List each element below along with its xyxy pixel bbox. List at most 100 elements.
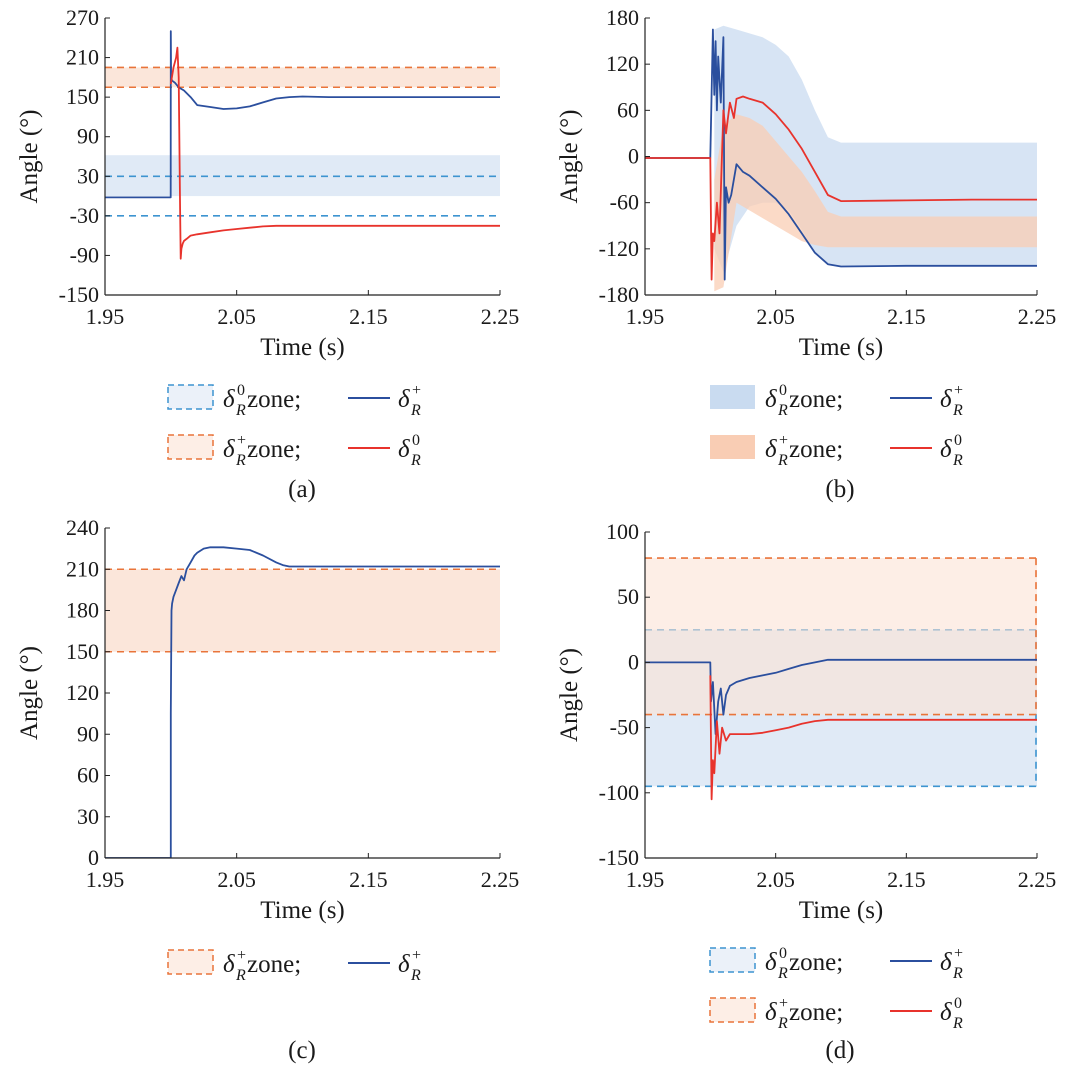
y-tick-label: 60 bbox=[617, 97, 639, 122]
legend-line-sub: R bbox=[952, 452, 963, 469]
x-tick-label: 1.95 bbox=[626, 867, 665, 892]
plot-area bbox=[645, 557, 1037, 801]
series-delta-rplus-line bbox=[105, 546, 500, 858]
y-tick-label: -90 bbox=[70, 242, 99, 267]
chart-panel-1: -150 -90 -30 30 90 150 210 270 1.95 2.05 2.15 2.25 T… bbox=[16, 5, 519, 503]
legend-zone-sub: R bbox=[777, 452, 788, 469]
legend-zone-text: zone; bbox=[247, 436, 301, 463]
x-tick-label: 2.15 bbox=[887, 304, 926, 329]
legend-zone-swatch bbox=[167, 384, 214, 410]
legend: δ 0R zone; δ +Rδ +R zone; δ 0R bbox=[710, 382, 963, 469]
x-tick-label: 1.95 bbox=[86, 867, 125, 892]
legend-zone-symbol: δ bbox=[223, 386, 235, 413]
legend-zone-symbol: δ bbox=[765, 999, 777, 1026]
plot-area bbox=[645, 25, 1037, 292]
legend-zone-sup: + bbox=[779, 995, 788, 1012]
x-axis-label: Time (s) bbox=[799, 897, 884, 924]
legend-zone-sup: 0 bbox=[779, 945, 787, 962]
legend-zone-sub: R bbox=[777, 402, 788, 419]
y-axis-label: Angle (°) bbox=[556, 648, 583, 742]
x-axis-label: Time (s) bbox=[260, 897, 345, 924]
legend-line-symbol: δ bbox=[940, 386, 952, 413]
legend-zone-symbol: δ bbox=[765, 949, 777, 976]
y-tick-label: 30 bbox=[77, 163, 99, 188]
legend-zone-sub: R bbox=[235, 967, 246, 984]
x-tick-label: 2.25 bbox=[1018, 304, 1057, 329]
legend-line-sub: R bbox=[952, 1015, 963, 1032]
zone-delta-rplus-fill bbox=[105, 569, 500, 652]
legend: δ 0R zone; δ +Rδ +R zone; δ 0R bbox=[167, 382, 421, 469]
y-tick-label: 150 bbox=[66, 639, 99, 664]
legend-zone-text: zone; bbox=[247, 951, 301, 978]
x-tick-label: 2.05 bbox=[217, 867, 256, 892]
y-tick-label: 180 bbox=[66, 598, 99, 623]
y-tick-label: -30 bbox=[70, 203, 99, 228]
chart-panel-3: 0 30 60 90 120 150 180 210 240 1.95 2.05 2.15 2.25 Ti… bbox=[16, 515, 519, 1064]
y-tick-label: -100 bbox=[599, 780, 639, 805]
legend-line-sup: + bbox=[412, 947, 421, 964]
y-tick-label: 90 bbox=[77, 721, 99, 746]
legend-line-sup: 0 bbox=[954, 432, 962, 449]
x-tick-label: 2.25 bbox=[1018, 867, 1057, 892]
legend-line-sup: 0 bbox=[954, 995, 962, 1012]
x-tick-label: 2.15 bbox=[349, 867, 388, 892]
y-tick-label: 240 bbox=[66, 515, 99, 540]
legend-zone-text: zone; bbox=[789, 386, 843, 413]
legend-zone-sub: R bbox=[235, 402, 246, 419]
y-tick-label: 100 bbox=[606, 519, 639, 544]
y-tick-label: 60 bbox=[77, 763, 99, 788]
legend-line-sub: R bbox=[410, 967, 421, 984]
legend-line-symbol: δ bbox=[940, 999, 952, 1026]
y-tick-label: -50 bbox=[610, 715, 639, 740]
legend-line-symbol: δ bbox=[398, 951, 410, 978]
legend-zone-symbol: δ bbox=[765, 436, 777, 463]
legend-line-symbol: δ bbox=[398, 436, 410, 463]
legend-line-sub: R bbox=[952, 965, 963, 982]
y-tick-label: -150 bbox=[599, 845, 639, 870]
x-axis-label: Time (s) bbox=[260, 334, 345, 361]
y-tick-label: 180 bbox=[606, 5, 639, 30]
legend-zone-swatch bbox=[709, 997, 756, 1023]
chart-panel-2: -180 -120 -60 0 60 120 180 1.95 2.05 2.15 2.25 Time… bbox=[556, 5, 1056, 503]
legend-zone-symbol: δ bbox=[223, 951, 235, 978]
y-tick-label: 0 bbox=[628, 649, 639, 674]
series-delta-rplus-line bbox=[105, 30, 500, 199]
x-tick-label: 1.95 bbox=[86, 304, 125, 329]
panel-label: (a) bbox=[288, 476, 316, 503]
y-tick-label: 210 bbox=[66, 45, 99, 70]
y-tick-label: 0 bbox=[88, 845, 99, 870]
legend-zone-swatch bbox=[167, 434, 214, 460]
chart-panel-4: -150 -100 -50 0 50 100 1.95 2.05 2.15 2.25 Time (s… bbox=[556, 519, 1056, 1064]
legend-zone-swatch bbox=[710, 385, 755, 409]
zone-delta-rplus-fill bbox=[105, 67, 500, 88]
plot-area bbox=[105, 30, 500, 260]
plot-area bbox=[105, 546, 500, 858]
series-delta-r0-line bbox=[645, 95, 1037, 281]
y-tick-label: 120 bbox=[66, 680, 99, 705]
legend-zone-sub: R bbox=[777, 1015, 788, 1032]
zone-delta-rplus-band bbox=[714, 114, 1037, 292]
y-tick-label: -180 bbox=[599, 282, 639, 307]
y-tick-label: -150 bbox=[59, 282, 99, 307]
zone-delta-rplus-fill bbox=[645, 558, 1037, 715]
legend-zone-sub: R bbox=[235, 452, 246, 469]
x-tick-label: 2.25 bbox=[481, 304, 520, 329]
legend-line-symbol: δ bbox=[940, 436, 952, 463]
y-tick-label: 120 bbox=[606, 51, 639, 76]
legend-zone-sup: 0 bbox=[779, 382, 787, 399]
y-tick-label: -60 bbox=[610, 190, 639, 215]
legend-line-sub: R bbox=[952, 402, 963, 419]
y-axis-label: Angle (°) bbox=[556, 110, 583, 204]
x-axis-label: Time (s) bbox=[799, 334, 884, 361]
legend-line-sub: R bbox=[410, 402, 421, 419]
legend-zone-sup: + bbox=[237, 947, 246, 964]
legend-zone-swatch bbox=[167, 949, 214, 975]
legend-line-sub: R bbox=[410, 452, 421, 469]
y-tick-label: 50 bbox=[617, 584, 639, 609]
panel-label: (c) bbox=[288, 1037, 316, 1064]
y-tick-label: 30 bbox=[77, 804, 99, 829]
x-tick-label: 2.05 bbox=[756, 867, 795, 892]
legend-line-sup: + bbox=[954, 945, 963, 962]
x-tick-label: 2.05 bbox=[756, 304, 795, 329]
